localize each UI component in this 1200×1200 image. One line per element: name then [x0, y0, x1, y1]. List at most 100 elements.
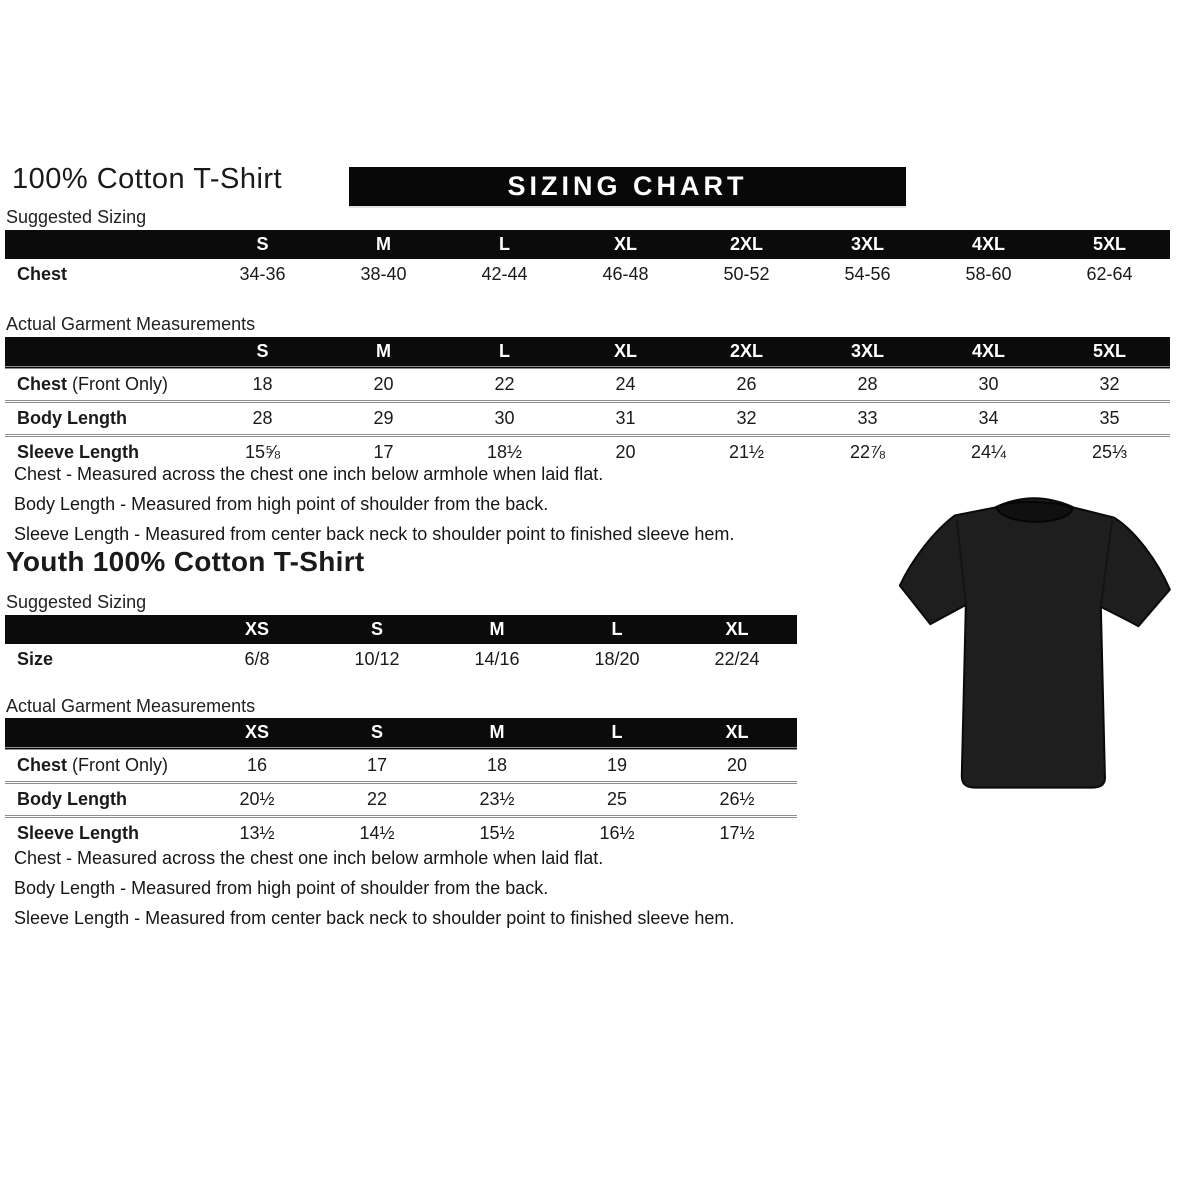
- measurement-cell: 18/20: [594, 649, 640, 669]
- note-chest: Chest - Measured across the chest one in…: [14, 848, 604, 868]
- measurement-cell: 19: [557, 747, 677, 783]
- size-header-cell: M: [437, 615, 557, 644]
- youth-section-title: Youth 100% Cotton T-Shirt: [6, 546, 365, 577]
- size-header-cell: XL: [677, 615, 797, 644]
- table-row-body-length: Body Length 20½ 22 23½ 25 26½: [5, 781, 797, 817]
- size-header-cell: S: [202, 230, 323, 259]
- size-header-cell: L: [557, 615, 677, 644]
- table-row-chest: Chest (Front Only) 16 17 18 19 20: [5, 747, 797, 783]
- measurement-cell: 20: [677, 747, 797, 783]
- measurement-cell: 28: [202, 400, 323, 436]
- measurement-cell: 32: [686, 400, 807, 436]
- table-corner-cell: [5, 615, 197, 644]
- table-row-sleeve-length: Sleeve Length 13½ 14½ 15½ 16½ 17½: [5, 815, 797, 849]
- measurement-cell: 22: [317, 781, 437, 817]
- size-header-cell: S: [317, 615, 437, 644]
- measurement-cell: 18½: [444, 434, 565, 468]
- adult-measurement-notes: Chest - Measured across the chest one in…: [14, 459, 814, 549]
- measurement-cell: 38-40: [360, 264, 407, 284]
- measurement-cell: 34: [928, 400, 1049, 436]
- measurement-cell: 30: [928, 366, 1049, 402]
- row-label-bold: Chest: [17, 374, 68, 394]
- size-header-cell: 2XL: [686, 337, 807, 368]
- size-header-cell: XS: [197, 718, 317, 749]
- row-label-bold: Chest: [17, 755, 68, 775]
- measurement-cell: 20: [565, 434, 686, 468]
- measurement-cell: 22: [444, 366, 565, 402]
- measurement-cell: 18: [202, 366, 323, 402]
- measurement-cell: 34-36: [239, 264, 286, 284]
- row-label-chest-front-only: Chest (Front Only): [5, 366, 202, 402]
- row-label-sleeve-length: Sleeve Length: [5, 815, 197, 849]
- measurement-cell: 25⅓: [1049, 434, 1170, 468]
- youth-actual-measurements-label: Actual Garment Measurements: [6, 696, 256, 716]
- measurement-cell: 17: [323, 434, 444, 468]
- size-header-cell: XS: [197, 615, 317, 644]
- measurement-cell: 28: [807, 366, 928, 402]
- size-header-cell: L: [557, 718, 677, 749]
- measurement-cell: 46-48: [602, 264, 649, 284]
- measurement-cell: 22/24: [714, 649, 760, 669]
- measurement-cell: 30: [444, 400, 565, 436]
- measurement-cell: 16½: [557, 815, 677, 849]
- youth-suggested-sizing-label: Suggested Sizing: [6, 592, 147, 612]
- size-header-cell: 2XL: [686, 230, 807, 259]
- measurement-cell: 25: [557, 781, 677, 817]
- size-header-cell: XL: [677, 718, 797, 749]
- table-row-sleeve-length: Sleeve Length 15⅝ 17 18½ 20 21½ 22⅞ 24¼ …: [5, 434, 1170, 468]
- table-corner-cell: [5, 337, 202, 368]
- measurement-cell: 23½: [437, 781, 557, 817]
- adult-actual-header-row: S M L XL 2XL 3XL 4XL 5XL: [5, 337, 1170, 368]
- row-label-chest-front-only: Chest (Front Only): [5, 747, 197, 783]
- size-header-cell: XL: [565, 337, 686, 368]
- measurement-cell: 24: [565, 366, 686, 402]
- measurement-cell: 14½: [317, 815, 437, 849]
- size-header-cell: L: [444, 337, 565, 368]
- measurement-cell: 58-60: [965, 264, 1012, 284]
- youth-measurement-notes: Chest - Measured across the chest one in…: [14, 843, 814, 933]
- youth-suggested-header-row: XS S M L XL: [5, 615, 797, 644]
- measurement-cell: 31: [565, 400, 686, 436]
- measurement-cell: 20: [323, 366, 444, 402]
- size-header-cell: M: [323, 337, 444, 368]
- adult-suggested-header-row: S M L XL 2XL 3XL 4XL 5XL: [5, 230, 1170, 259]
- tshirt-product-image: [891, 478, 1197, 818]
- page-title: 100% Cotton T-Shirt: [12, 163, 283, 195]
- measurement-cell: 42-44: [481, 264, 528, 284]
- note-chest: Chest - Measured across the chest one in…: [14, 464, 604, 484]
- measurement-cell: 14/16: [474, 649, 520, 669]
- note-body-length: Body Length - Measured from high point o…: [14, 494, 549, 514]
- size-header-cell: L: [444, 230, 565, 259]
- measurement-cell: 24¼: [928, 434, 1049, 468]
- youth-actual-table: XS S M L XL Chest (Front Only) 16 17 18 …: [5, 718, 797, 849]
- measurement-cell: 22⅞: [807, 434, 928, 468]
- note-body-length: Body Length - Measured from high point o…: [14, 878, 549, 898]
- measurement-cell: 35: [1049, 400, 1170, 436]
- adult-suggested-sizing-label: Suggested Sizing: [6, 207, 147, 227]
- size-header-cell: M: [323, 230, 444, 259]
- size-header-cell: 4XL: [928, 230, 1049, 259]
- row-label-body-length: Body Length: [5, 400, 202, 436]
- adult-actual-measurements-label: Actual Garment Measurements: [6, 314, 256, 334]
- size-header-cell: 3XL: [807, 230, 928, 259]
- size-header-cell: 5XL: [1049, 230, 1170, 259]
- size-header-cell: 4XL: [928, 337, 1049, 368]
- measurement-cell: 50-52: [723, 264, 770, 284]
- measurement-cell: 6/8: [244, 649, 270, 669]
- measurement-cell: 33: [807, 400, 928, 436]
- measurement-cell: 54-56: [844, 264, 891, 284]
- size-header-cell: XL: [565, 230, 686, 259]
- row-label-sleeve-length: Sleeve Length: [5, 434, 202, 468]
- sizing-chart-banner: SIZING CHART: [349, 167, 906, 208]
- measurement-cell: 21½: [686, 434, 807, 468]
- measurement-cell: 10/12: [354, 649, 400, 669]
- row-label-suffix: (Front Only): [72, 755, 169, 775]
- table-row-body-length: Body Length 28 29 30 31 32 33 34 35: [5, 400, 1170, 436]
- measurement-cell: 32: [1049, 366, 1170, 402]
- size-header-cell: S: [317, 718, 437, 749]
- size-header-cell: 5XL: [1049, 337, 1170, 368]
- size-header-cell: 3XL: [807, 337, 928, 368]
- note-sleeve-length: Sleeve Length - Measured from center bac…: [14, 908, 735, 928]
- note-sleeve-length: Sleeve Length - Measured from center bac…: [14, 524, 735, 544]
- measurement-cell: 17½: [677, 815, 797, 849]
